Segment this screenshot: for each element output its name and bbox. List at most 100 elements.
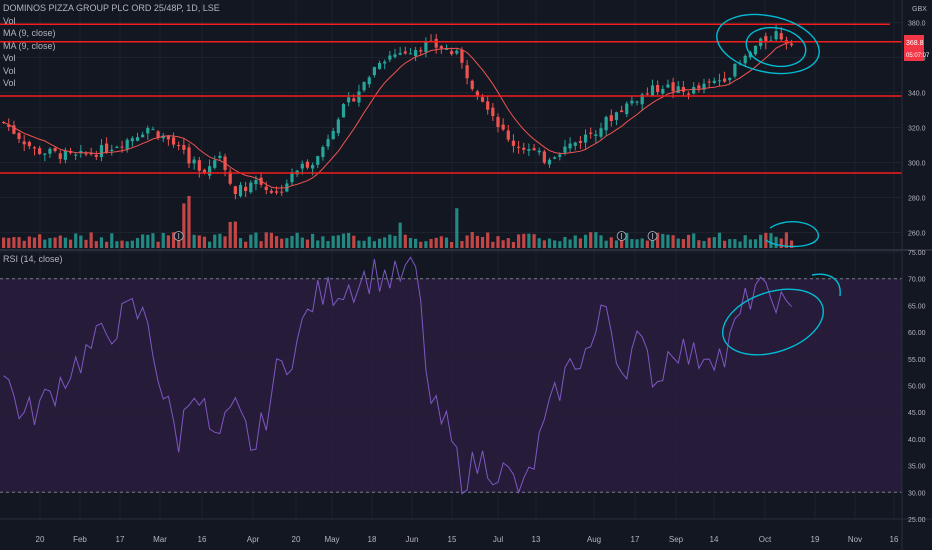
candle (656, 85, 660, 92)
volume-bar (377, 238, 382, 248)
volume-bar (738, 241, 742, 248)
horizontal-lines[interactable] (0, 23, 902, 174)
candle (522, 147, 526, 150)
annotation-ellipse[interactable] (743, 23, 809, 71)
event-markers[interactable] (173, 231, 658, 241)
volume-bar (74, 233, 78, 248)
rsi-axis-label: 50.00 (908, 384, 926, 391)
volume-bar (460, 241, 464, 248)
candle (27, 141, 31, 147)
candle (187, 147, 191, 164)
time-axis-label: Mar (153, 535, 167, 544)
volume-bar (326, 241, 330, 248)
time-axis[interactable]: 20 Feb 17 Mar 16 Apr 20 May 18 Jun 15 Jul 13 Aug 17 Sep… (36, 535, 899, 544)
rsi-axis-label: 40.00 (908, 437, 926, 444)
candle (779, 33, 783, 40)
volume-bar (362, 240, 366, 248)
annotation-stroke[interactable] (811, 273, 841, 297)
volume-bar (208, 241, 212, 248)
volume-bar (151, 233, 155, 248)
volume-bar (300, 237, 304, 248)
price-badge-countdown: 05:07:07 (906, 53, 930, 59)
candle (635, 101, 639, 103)
time-axis-label: 17 (116, 535, 125, 544)
volume-bar (583, 234, 588, 248)
time-axis-label: 19 (811, 535, 820, 544)
candle (743, 55, 747, 64)
volume-bar (130, 240, 134, 248)
candle (692, 87, 696, 94)
time-axis-label: 20 (292, 535, 301, 544)
legend-line-vol-4[interactable]: Vol (3, 78, 16, 88)
volume-bar (681, 239, 685, 248)
candle (383, 61, 387, 64)
candle (496, 116, 500, 128)
volume-bar (444, 237, 449, 248)
candle (686, 93, 691, 95)
volume-bar (480, 237, 485, 248)
rsi-legend[interactable]: RSI (14, close) (3, 254, 63, 264)
volume-bar (568, 239, 572, 248)
candle (480, 97, 485, 102)
annotation-ellipse[interactable] (714, 277, 831, 366)
rsi-axis[interactable]: 25.00 30.00 35.00 40.00 45.00 50.00 55.00 60.00… (908, 250, 926, 524)
volume-bar (614, 240, 619, 248)
volume-bar (213, 234, 217, 248)
rsi-axis-label: 25.00 (908, 517, 926, 524)
price-axis-label: 300.0 (908, 161, 926, 168)
volume-bar (171, 232, 176, 248)
candle (583, 134, 588, 143)
price-axis-label: 260.0 (908, 231, 926, 238)
volume-bar (357, 240, 361, 248)
time-axis-label: Jul (493, 535, 503, 544)
annotations[interactable] (711, 6, 841, 367)
candle (135, 137, 140, 141)
candle (89, 152, 93, 155)
volume-bar (769, 233, 773, 248)
volume-bar (640, 238, 644, 248)
volume-bar (501, 240, 505, 248)
legend-line-ma-2[interactable]: MA (9, close) (3, 40, 56, 51)
volume-bar (89, 232, 93, 248)
legend-line-vol-3[interactable]: Vol (3, 65, 16, 76)
time-axis-label: 20 (36, 535, 45, 544)
volume-bar (563, 236, 567, 248)
volume-bar (79, 235, 83, 248)
rsi-axis-label: 65.00 (908, 303, 926, 310)
legend-line-vol[interactable]: Vol (3, 15, 16, 26)
volume-bar (599, 235, 603, 248)
candle (347, 97, 351, 103)
candle (465, 65, 469, 79)
volume-bar (578, 238, 582, 248)
annotation-ellipse[interactable] (711, 6, 824, 82)
candle (367, 77, 371, 85)
time-axis-label: 15 (448, 535, 457, 544)
volume-bar (517, 234, 521, 248)
candle (316, 156, 320, 165)
rsi-band-lines (0, 278, 902, 493)
candle (94, 154, 98, 157)
candle (156, 131, 160, 139)
volume-bar (661, 233, 665, 248)
volume-bar (120, 240, 124, 248)
volume-bar (161, 232, 165, 248)
candle (789, 43, 794, 46)
volume-bar (321, 236, 325, 248)
volume-bar (774, 236, 778, 248)
candle (63, 150, 67, 160)
candle (640, 94, 644, 105)
annotation-stroke[interactable] (765, 221, 819, 248)
price-axis-label: 380.0 (908, 21, 926, 28)
volume-bar (367, 236, 371, 248)
legend-line-vol-2[interactable]: Vol (3, 53, 16, 63)
volume-bar (295, 232, 299, 248)
candle (542, 151, 546, 163)
volume-bar (558, 241, 562, 248)
volume-bar (202, 236, 207, 248)
volume-bar (522, 233, 526, 248)
candle (414, 50, 418, 56)
candle (115, 146, 119, 148)
legend-line-ma[interactable]: MA (9, close) (3, 28, 56, 38)
candle (38, 148, 42, 154)
